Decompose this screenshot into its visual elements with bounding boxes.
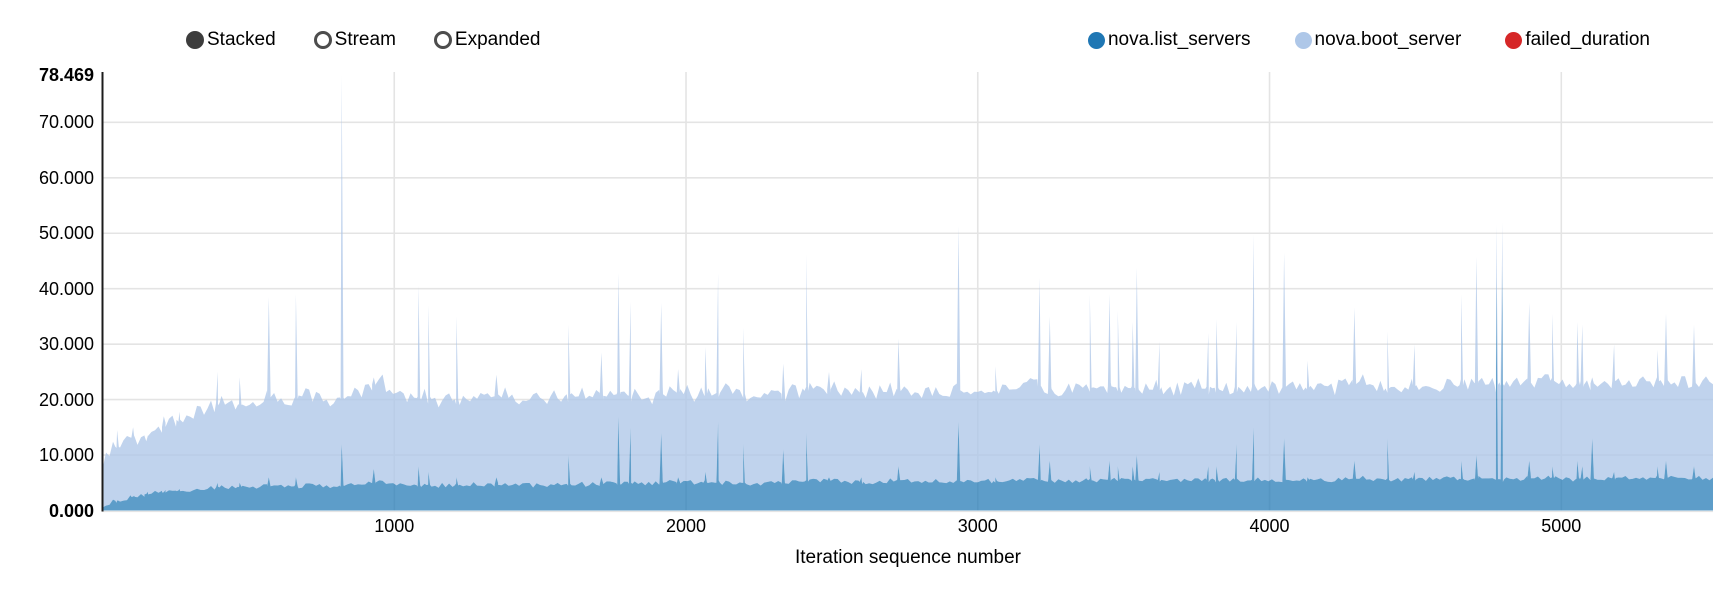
y-tick-label: 40.000: [38, 278, 94, 299]
radio-empty-icon[interactable]: [313, 31, 332, 49]
y-tick-label: 60.000: [38, 167, 94, 188]
legend-label: nova.list_servers: [1107, 29, 1251, 50]
mode-label: Expanded: [454, 29, 541, 50]
y-tick-label: 70.000: [38, 112, 94, 133]
legend-item-failed-duration[interactable]: failed_duration: [1505, 29, 1650, 51]
radio-filled-icon[interactable]: [186, 31, 204, 49]
series-color-dot-icon: [1294, 31, 1312, 49]
x-tick-label: 3000: [957, 516, 998, 536]
mode-option-expanded[interactable]: Expanded: [433, 29, 541, 51]
x-tick-label: 1000: [374, 516, 415, 536]
y-tick-label: 20.000: [38, 389, 94, 410]
radio-empty-icon[interactable]: [433, 31, 452, 49]
mode-option-stream[interactable]: Stream: [313, 29, 396, 51]
y-tick-label: 0.000: [48, 500, 94, 521]
legend-label: failed_duration: [1525, 29, 1650, 50]
legend-label: nova.boot_server: [1314, 29, 1462, 50]
legend-item-nova-list-servers[interactable]: nova.list_servers: [1087, 29, 1251, 51]
x-axis-title: Iteration sequence number: [794, 547, 1022, 568]
series-color-dot-icon: [1505, 31, 1523, 49]
x-tick-label: 5000: [1541, 516, 1582, 536]
area-nova-list-servers: [102, 266, 1713, 511]
chart-mode-controls: Stacked Stream Expanded: [186, 29, 540, 51]
mode-label: Stacked: [207, 29, 276, 50]
y-tick-label: 10.000: [38, 445, 94, 466]
x-tick-label: 2000: [665, 516, 707, 536]
y-tick-label: 78.469: [38, 65, 94, 86]
series-color-dot-icon: [1087, 31, 1105, 49]
mode-label: Stream: [334, 29, 396, 50]
x-tick-label: 4000: [1249, 516, 1290, 536]
mode-option-stacked[interactable]: Stacked: [186, 29, 276, 51]
series-legend: nova.list_servers nova.boot_server faile…: [1087, 29, 1650, 51]
y-tick-label: 30.000: [38, 334, 94, 355]
y-tick-label: 50.000: [38, 223, 94, 244]
legend-item-nova-boot-server[interactable]: nova.boot_server: [1294, 29, 1462, 51]
area-nova-boot-server: [102, 75, 1713, 508]
